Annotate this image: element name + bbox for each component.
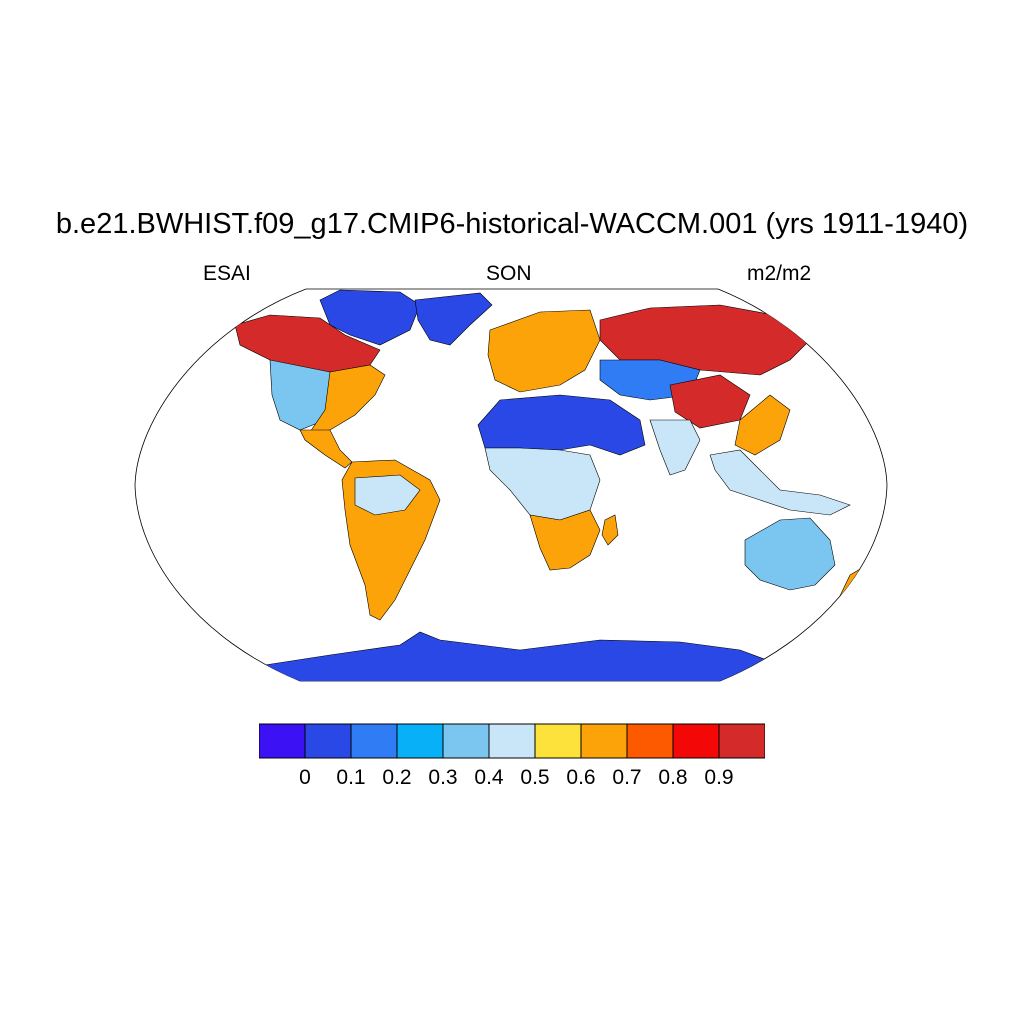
region-amazon (354, 474, 421, 516)
map-title: b.e21.BWHIST.f09_g17.CMIP6-historical-WA… (55, 208, 969, 240)
region-europe (487, 309, 601, 393)
colorbar-swatch (350, 723, 398, 759)
region-eastern-usa (309, 364, 386, 433)
variable-label: ESAI (203, 262, 251, 285)
colorbar-swatch (672, 723, 720, 759)
region-madagascar (601, 514, 619, 546)
region-antarctica (249, 631, 791, 681)
colorbar-swatch (396, 723, 444, 759)
colorbar-tick-label: 0 (299, 766, 311, 789)
colorbar-tick-label: 0.8 (658, 766, 688, 789)
region-east-china (734, 394, 791, 456)
colorbar-tick-label: 0.5 (520, 766, 550, 789)
colorbar-tick-label: 0.2 (382, 766, 412, 789)
colorbar (259, 723, 765, 759)
colorbar-swatch (718, 723, 765, 759)
colorbar-swatch (442, 723, 490, 759)
region-india (649, 419, 701, 476)
region-southeast-asia (709, 449, 851, 516)
colorbar-swatch (259, 723, 306, 759)
colorbar-tick-label: 0.7 (612, 766, 642, 789)
region-greenland (414, 292, 493, 346)
colorbar-tick-label: 0.1 (336, 766, 366, 789)
season-label: SON (486, 262, 532, 285)
colorbar-tick-label: 0.6 (566, 766, 596, 789)
region-southern-africa (529, 509, 601, 571)
colorbar-swatch (488, 723, 536, 759)
region-australia (744, 517, 836, 591)
colorbar-swatch (580, 723, 628, 759)
colorbar-swatch (304, 723, 352, 759)
colorbar-tick-label: 0.9 (704, 766, 734, 789)
units-label: m2/m2 (747, 262, 812, 285)
region-canada-arctic (319, 289, 421, 346)
colorbar-tick-label: 0.3 (428, 766, 458, 789)
colorbar-swatch (534, 723, 582, 759)
colorbar-swatch (626, 723, 674, 759)
region-siberia (599, 304, 811, 376)
colorbar-tick-label: 0.4 (474, 766, 504, 789)
region-central-america (299, 429, 353, 469)
